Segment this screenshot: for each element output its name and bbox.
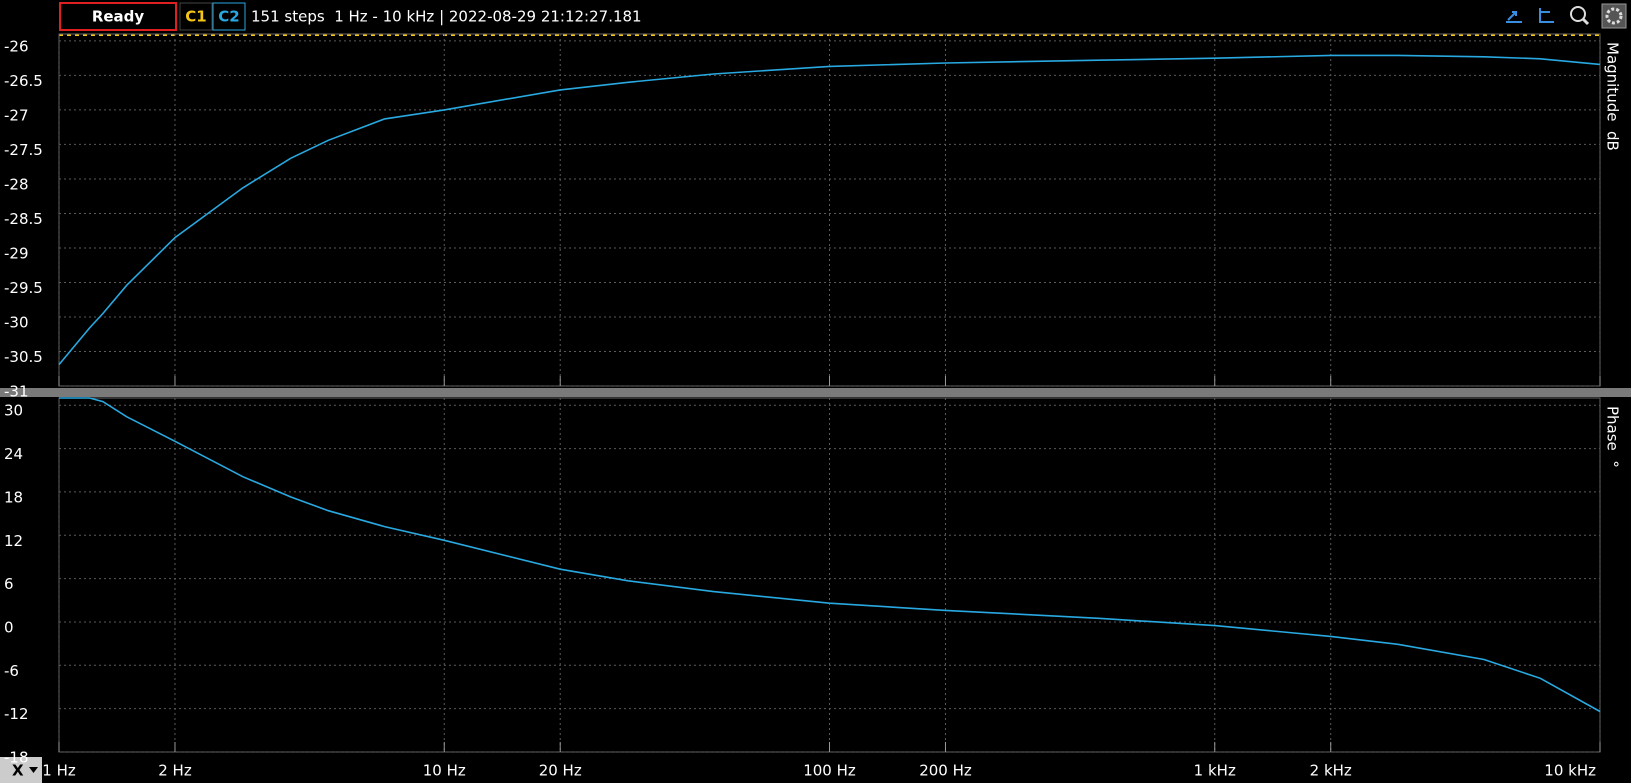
status-box[interactable] [59,2,177,31]
panel-separator [0,388,1631,397]
x-tick-label: 10 Hz [423,762,466,780]
y-tick-label: -27 [4,106,29,124]
y-tick-label: 24 [4,445,23,463]
y-axis-label: Magnitude dB [1604,42,1622,151]
x-tick-label: 10 kHz [1544,762,1596,780]
series-line [59,397,1601,713]
x-button-label: X [12,762,24,780]
y-tick-label: -30.5 [4,348,43,366]
y-tick-label: -31 [4,383,29,401]
icon-zoom-handle [1581,17,1590,26]
c1-button[interactable] [179,2,213,31]
x-tick-label: 20 Hz [539,762,582,780]
y-tick-label: 18 [4,488,23,506]
x-tick-label: 100 Hz [803,762,856,780]
y-tick-label: -12 [4,705,29,723]
toolbar-icons [1506,3,1627,29]
x-tick-label: 1 Hz [42,762,76,780]
y-axis-label: Phase ° [1604,406,1622,468]
series-line [58,54,1601,366]
c2-label: C2 [218,8,239,26]
y-tick-label: -27.5 [4,141,43,159]
icon-zoom[interactable] [1570,6,1586,22]
y-tick-label: 6 [4,575,14,593]
icon-cursor[interactable] [1507,11,1517,21]
y-tick-label: -6 [4,662,19,680]
x-tick-label: 2 Hz [158,762,192,780]
y-tick-label: -30 [4,313,29,331]
y-tick-label: -26 [4,37,29,55]
x-tick-label: 1 kHz [1194,762,1236,780]
y-tick-label: 0 [4,618,14,636]
sweep-info: 151 steps 1 Hz - 10 kHz | 2022-08-29 21:… [251,8,642,26]
y-tick-label: -18 [4,749,29,767]
x-tick-label: 2 kHz [1310,762,1352,780]
icon-gear [1605,7,1623,25]
x-tick-label: 200 Hz [919,762,972,780]
icon-axis[interactable] [1539,8,1554,23]
x-button-arrow [29,767,38,773]
c1-label: C1 [185,8,206,26]
y-tick-label: 12 [4,532,23,550]
y-tick-label: -26.5 [4,72,43,90]
c2-button[interactable] [212,2,246,31]
y-tick-label: 30 [4,402,23,420]
y-tick-label: -29 [4,244,29,262]
y-tick-label: -28.5 [4,210,43,228]
y-tick-label: -28 [4,175,29,193]
status: Ready [92,8,145,26]
y-tick-label: -29.5 [4,279,43,297]
